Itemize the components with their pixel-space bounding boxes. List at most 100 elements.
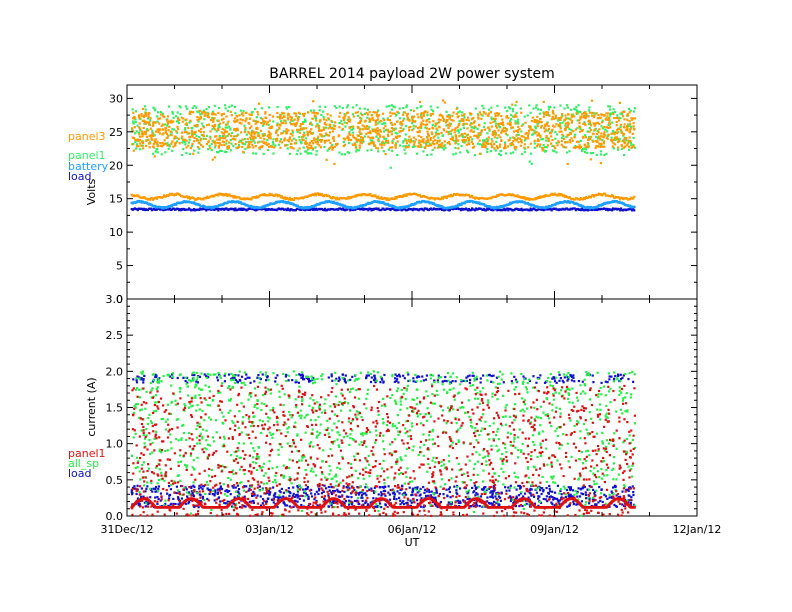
panel1-volts-point [324,105,327,108]
panel3-upper-point [625,128,628,132]
panel3-upper-point [329,114,332,117]
load-current-point [434,496,437,499]
load-current-point [530,494,533,497]
panel3-upper-point [560,130,563,133]
load-volts-point [352,208,355,212]
panel3-upper-point [256,127,259,131]
load-current-point [626,488,629,491]
load-current-point [338,495,342,498]
panel1-volts-point [570,108,573,111]
panel3-upper-point [262,122,265,126]
load-current-point [601,500,604,504]
panel3-upper-point [192,152,195,155]
panel3-upper-point [193,136,196,140]
panel3-lower-point [558,194,561,197]
panel1-volts-point [487,108,491,111]
panel3-upper-point [294,124,297,127]
panel3-upper-point [266,121,269,124]
panel1-volts-point [476,142,480,145]
panel3-upper-point [151,124,155,127]
panel3-upper-point [454,127,457,130]
panel3-upper-point [364,119,367,122]
load-current-point [468,497,471,500]
load-current-point [307,504,310,508]
panel1-volts-point [340,153,343,156]
panel3-upper-point [284,122,287,125]
panel1-volts-point [368,126,371,129]
panel3-upper-point [342,116,345,119]
panel1-volts-point [362,140,365,143]
panel3-upper-point [499,136,502,139]
load-current-point [192,494,196,498]
panel3-upper-point [596,132,599,135]
load-current-point [439,500,443,504]
panel1-volts-point [453,139,456,142]
panel3-upper-point [202,126,205,129]
panel3-upper-point [599,142,602,146]
panel3-upper-point [584,143,587,147]
panel1-volts-point [466,151,470,154]
panel1-volts-point [271,141,274,144]
panel3-upper-point [598,142,601,145]
panel3-upper-point [317,129,320,133]
load-current-point [557,500,560,503]
load-current-point [201,495,205,498]
panel3-upper-point [371,116,374,120]
panel3-upper-point [173,142,176,145]
load-volts-point [583,209,586,212]
panel3-upper-point [413,115,416,118]
panel3-upper-point [580,116,583,119]
panel3-upper-point [446,124,450,127]
panel1-volts-point [482,107,485,110]
panel1-volts-point [559,122,562,125]
panel1-volts-point [231,131,234,134]
panel3-upper-point [275,139,278,142]
panel3-upper-point [213,140,216,143]
panel3-upper-point [267,145,271,148]
load-current-point [362,503,365,506]
panel3-upper-point [193,140,196,143]
panel3-upper-point [517,137,520,140]
panel3-upper-point [564,118,567,122]
panel1-volts-point [197,151,200,154]
panel1-volts-point [595,153,598,156]
panel3-lower-point [161,195,165,199]
load-current-point [211,493,214,496]
panel3-upper-point [466,116,470,119]
panel3-upper-point [145,139,148,142]
panel3-upper-point [212,140,215,144]
load-current-point [551,377,554,380]
panel1-volts-point [181,153,184,157]
panel1-volts-point [139,148,142,151]
panel3-upper-point [159,144,162,147]
panel3-upper-point [497,129,500,132]
panel3-upper-point [391,112,394,115]
panel3-upper-point [319,118,322,122]
panel3-upper-point [228,141,231,144]
panel3-upper-point [248,122,251,125]
load-current-point [365,494,368,497]
panel1-volts-point [404,152,407,155]
panel3-upper-point [220,131,223,134]
panel3-upper-point [463,132,467,135]
panel3-upper-point [311,111,314,114]
panel3-upper-point [224,131,227,134]
panel1-volts-point [369,139,372,142]
panel3-upper-point [290,142,293,146]
panel3-upper-point [523,143,526,146]
panel3-upper-point [628,111,631,114]
panel1-volts-point [555,133,559,136]
panel1-volts-point [542,143,545,147]
panel3-upper-point [195,138,198,141]
panel3-lower-point [328,194,331,198]
panel3-upper-point [401,129,404,132]
load-current-point [425,374,429,377]
panel1-volts-point [403,148,406,151]
panel1-volts-point [209,135,212,138]
panel1-volts-point [302,121,305,124]
panel3-upper-point [281,141,284,144]
panel3-upper-point [597,114,600,117]
panel3-lower-point [619,198,622,201]
panel1-volts-point [274,144,277,147]
panel1-volts-point [483,139,486,142]
